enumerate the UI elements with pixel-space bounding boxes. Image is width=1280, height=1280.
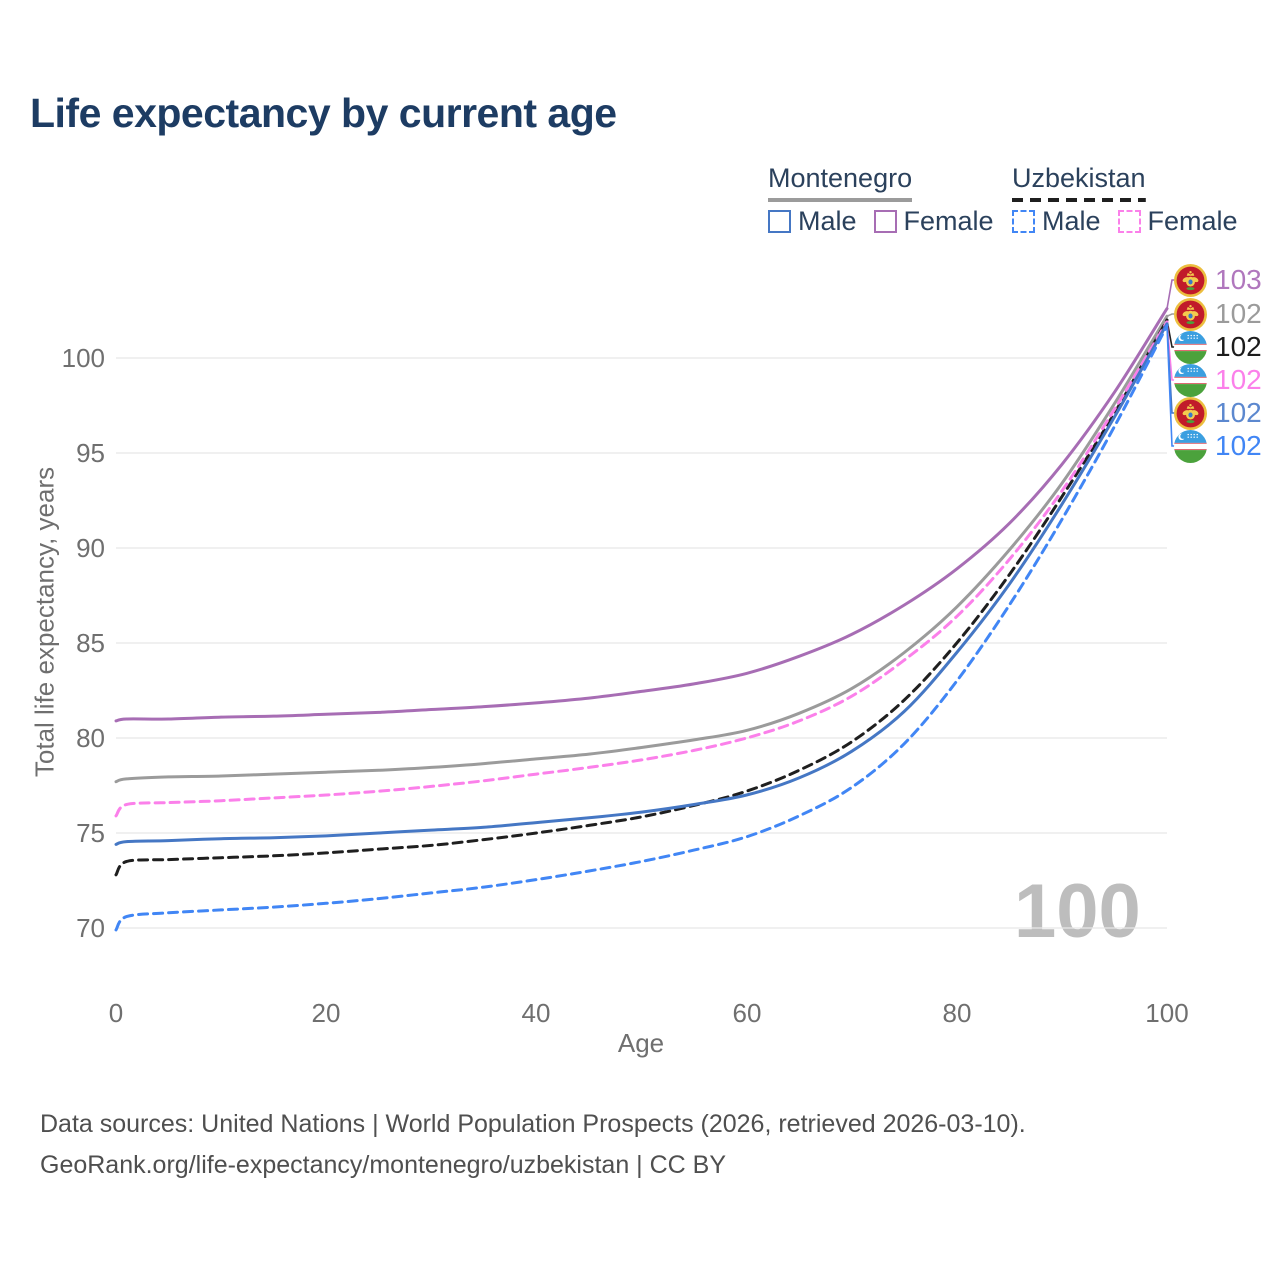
- y-tick-label-95: 95: [76, 438, 105, 468]
- x-tick-label-20: 20: [311, 998, 341, 1028]
- y-tick-label-100: 100: [61, 343, 105, 373]
- legend-swatch-icon: [873, 210, 897, 233]
- legend-item-montenegro-male[interactable]: Male: [768, 206, 857, 237]
- callout-value: 102: [1215, 298, 1262, 329]
- callout-value: 102: [1215, 430, 1262, 461]
- legend-item-label: Male: [1042, 206, 1101, 236]
- legend-items-montenegro: Male Female: [768, 206, 994, 237]
- series-line-uzbekistan-total[interactable]: [114, 318, 1169, 877]
- legend-item-label: Female: [903, 206, 994, 236]
- series-line-uzbekistan-female[interactable]: [114, 320, 1169, 818]
- flag-montenegro-icon: [1174, 297, 1207, 331]
- hover-age-watermark: 100: [1014, 869, 1141, 954]
- y-tick-label-85: 85: [76, 628, 105, 658]
- y-tick-label-90: 90: [76, 533, 105, 563]
- legend-group-label-uzbekistan[interactable]: Uzbekistan: [1012, 163, 1146, 202]
- callout-uzbekistan-5: 102: [1174, 429, 1262, 463]
- legend-items-uzbekistan: Male Female: [1012, 206, 1238, 237]
- footer-url-line: GeoRank.org/life-expectancy/montenegro/u…: [40, 1151, 727, 1179]
- flag-uzbekistan-icon: [1174, 363, 1207, 397]
- legend-group-uzbekistan: Uzbekistan Male Female: [1012, 163, 1238, 236]
- callout-montenegro-4: 102: [1174, 396, 1262, 430]
- callout-value: 103: [1215, 264, 1262, 295]
- callout-value: 102: [1215, 397, 1262, 428]
- callout-value: 102: [1215, 331, 1262, 362]
- callout-montenegro-0: 103: [1174, 263, 1262, 297]
- legend-item-label: Female: [1147, 206, 1238, 236]
- x-tick-label-0: 0: [108, 998, 124, 1028]
- legend-swatch-icon: [1117, 210, 1141, 233]
- x-tick-label-80: 80: [942, 998, 972, 1028]
- flag-uzbekistan-icon: [1174, 330, 1207, 364]
- legend-item-uzbekistan-female[interactable]: Female: [1117, 206, 1238, 237]
- flag-montenegro-icon: [1174, 263, 1207, 297]
- callout-uzbekistan-2: 102: [1174, 330, 1262, 364]
- legend-item-label: Male: [798, 206, 857, 236]
- legend-item-montenegro-female[interactable]: Female: [873, 206, 994, 237]
- callout-value: 102: [1215, 364, 1262, 395]
- x-tick-label-60: 60: [732, 998, 762, 1028]
- y-tick-label-80: 80: [76, 723, 105, 753]
- y-axis-title: Total life expectancy, years: [29, 466, 60, 778]
- series-line-montenegro-total[interactable]: [114, 314, 1169, 784]
- footer: Data sources: United Nations | World Pop…: [40, 1104, 1026, 1186]
- x-axis-title: Age: [617, 1028, 665, 1058]
- x-tick-label-100: 100: [1145, 998, 1189, 1028]
- flag-uzbekistan-icon: [1174, 429, 1207, 463]
- callout-montenegro-1: 102: [1174, 297, 1262, 331]
- series-line-montenegro-male[interactable]: [114, 322, 1169, 846]
- legend-swatch-icon: [1012, 210, 1035, 233]
- y-tick-label-75: 75: [76, 818, 105, 848]
- footer-source-line: Data sources: United Nations | World Pop…: [40, 1110, 1026, 1138]
- legend-swatch-icon: [768, 210, 791, 233]
- x-tick-label-40: 40: [521, 998, 551, 1028]
- flag-montenegro-icon: [1174, 396, 1207, 430]
- series-line-uzbekistan-male[interactable]: [114, 324, 1169, 932]
- callout-uzbekistan-3: 102: [1174, 363, 1262, 397]
- y-tick-label-70: 70: [76, 913, 105, 943]
- page-title: Life expectancy by current age: [30, 90, 617, 136]
- legend-group-label-montenegro[interactable]: Montenegro: [768, 163, 913, 202]
- series-line-montenegro-female[interactable]: [114, 307, 1169, 723]
- legend-item-uzbekistan-male[interactable]: Male: [1012, 206, 1101, 237]
- legend-group-montenegro: Montenegro Male Female: [768, 163, 994, 236]
